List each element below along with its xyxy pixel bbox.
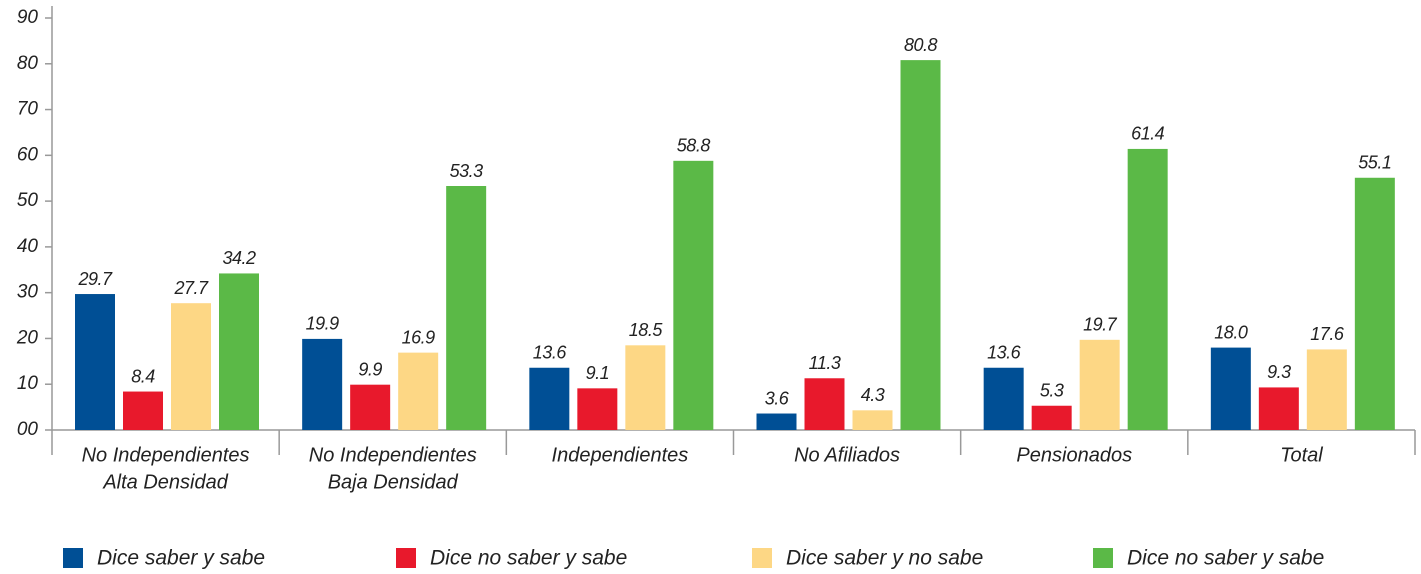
bar [804, 378, 845, 430]
value-label: 11.3 [809, 353, 841, 373]
value-label: 18.5 [629, 320, 664, 340]
value-label: 5.3 [1040, 380, 1064, 400]
x-tick-label: No Independientes [82, 444, 250, 466]
value-label: 19.9 [306, 314, 340, 334]
x-tick-label: No Independientes [309, 444, 477, 466]
y-tick-label: 80 [17, 53, 39, 74]
value-label: 13.6 [987, 342, 1022, 362]
bar [983, 367, 1024, 430]
legend-label: Dice saber y sabe [97, 547, 265, 570]
value-label: 16.9 [402, 327, 436, 347]
bar [302, 338, 343, 430]
value-label: 13.6 [533, 342, 568, 362]
x-tick-label: Alta Densidad [102, 471, 228, 493]
x-tick-label: Independientes [552, 444, 689, 466]
value-label: 9.1 [586, 363, 610, 383]
y-tick-label: 20 [16, 327, 39, 348]
y-tick-label: 60 [17, 144, 39, 165]
value-label: 29.7 [77, 269, 113, 289]
bar [529, 367, 570, 430]
bar [625, 345, 666, 430]
x-tick-label: Total [1280, 444, 1323, 466]
legend-swatch [396, 548, 416, 568]
bar [673, 160, 714, 430]
value-label: 8.4 [131, 366, 155, 386]
bar [900, 60, 941, 431]
value-label: 4.3 [861, 385, 885, 405]
value-label: 58.8 [677, 136, 711, 156]
y-tick-label: 50 [17, 190, 39, 211]
legend-label: Dice no saber y sabe [1127, 547, 1324, 570]
bar [123, 391, 163, 430]
value-label: 3.6 [765, 388, 790, 408]
bar [1031, 405, 1072, 430]
bar [1354, 177, 1395, 430]
value-label: 27.7 [173, 278, 209, 298]
legend-label: Dice saber y no sabe [786, 547, 983, 570]
bar [75, 294, 115, 430]
bar [171, 303, 211, 430]
legend-swatch [1093, 548, 1113, 568]
bar [1210, 347, 1251, 430]
bar [1306, 349, 1347, 430]
y-tick-label: 10 [17, 373, 39, 394]
value-label: 18.0 [1214, 322, 1248, 342]
value-label: 61.4 [1131, 124, 1165, 144]
y-tick-label: 30 [17, 282, 39, 303]
bar [577, 388, 618, 430]
value-label: 55.1 [1358, 153, 1391, 173]
value-label: 9.3 [1267, 362, 1291, 382]
x-tick-label: Pensionados [1016, 444, 1132, 466]
bar [1079, 339, 1120, 430]
legend-swatch [63, 548, 83, 568]
y-tick-label: 70 [17, 99, 39, 120]
bar [350, 384, 391, 430]
bar [852, 410, 893, 430]
bar [446, 186, 487, 430]
bar [398, 352, 439, 430]
y-tick-label: 40 [17, 236, 39, 257]
bar [1258, 387, 1299, 430]
bar [219, 273, 259, 430]
y-tick-label: 00 [17, 419, 39, 440]
x-tick-label: No Afiliados [794, 444, 900, 466]
bar [1127, 148, 1168, 430]
y-tick-label: 90 [17, 7, 39, 28]
x-tick-label: Baja Densidad [328, 471, 459, 493]
bar [756, 413, 797, 430]
value-label: 34.2 [222, 248, 256, 268]
value-label: 9.9 [358, 359, 382, 379]
value-label: 53.3 [450, 161, 484, 181]
value-label: 17.6 [1310, 324, 1345, 344]
value-label: 19.7 [1083, 315, 1118, 335]
legend-swatch [752, 548, 772, 568]
value-label: 80.8 [904, 35, 938, 55]
legend-label: Dice no saber y sabe [430, 547, 627, 570]
